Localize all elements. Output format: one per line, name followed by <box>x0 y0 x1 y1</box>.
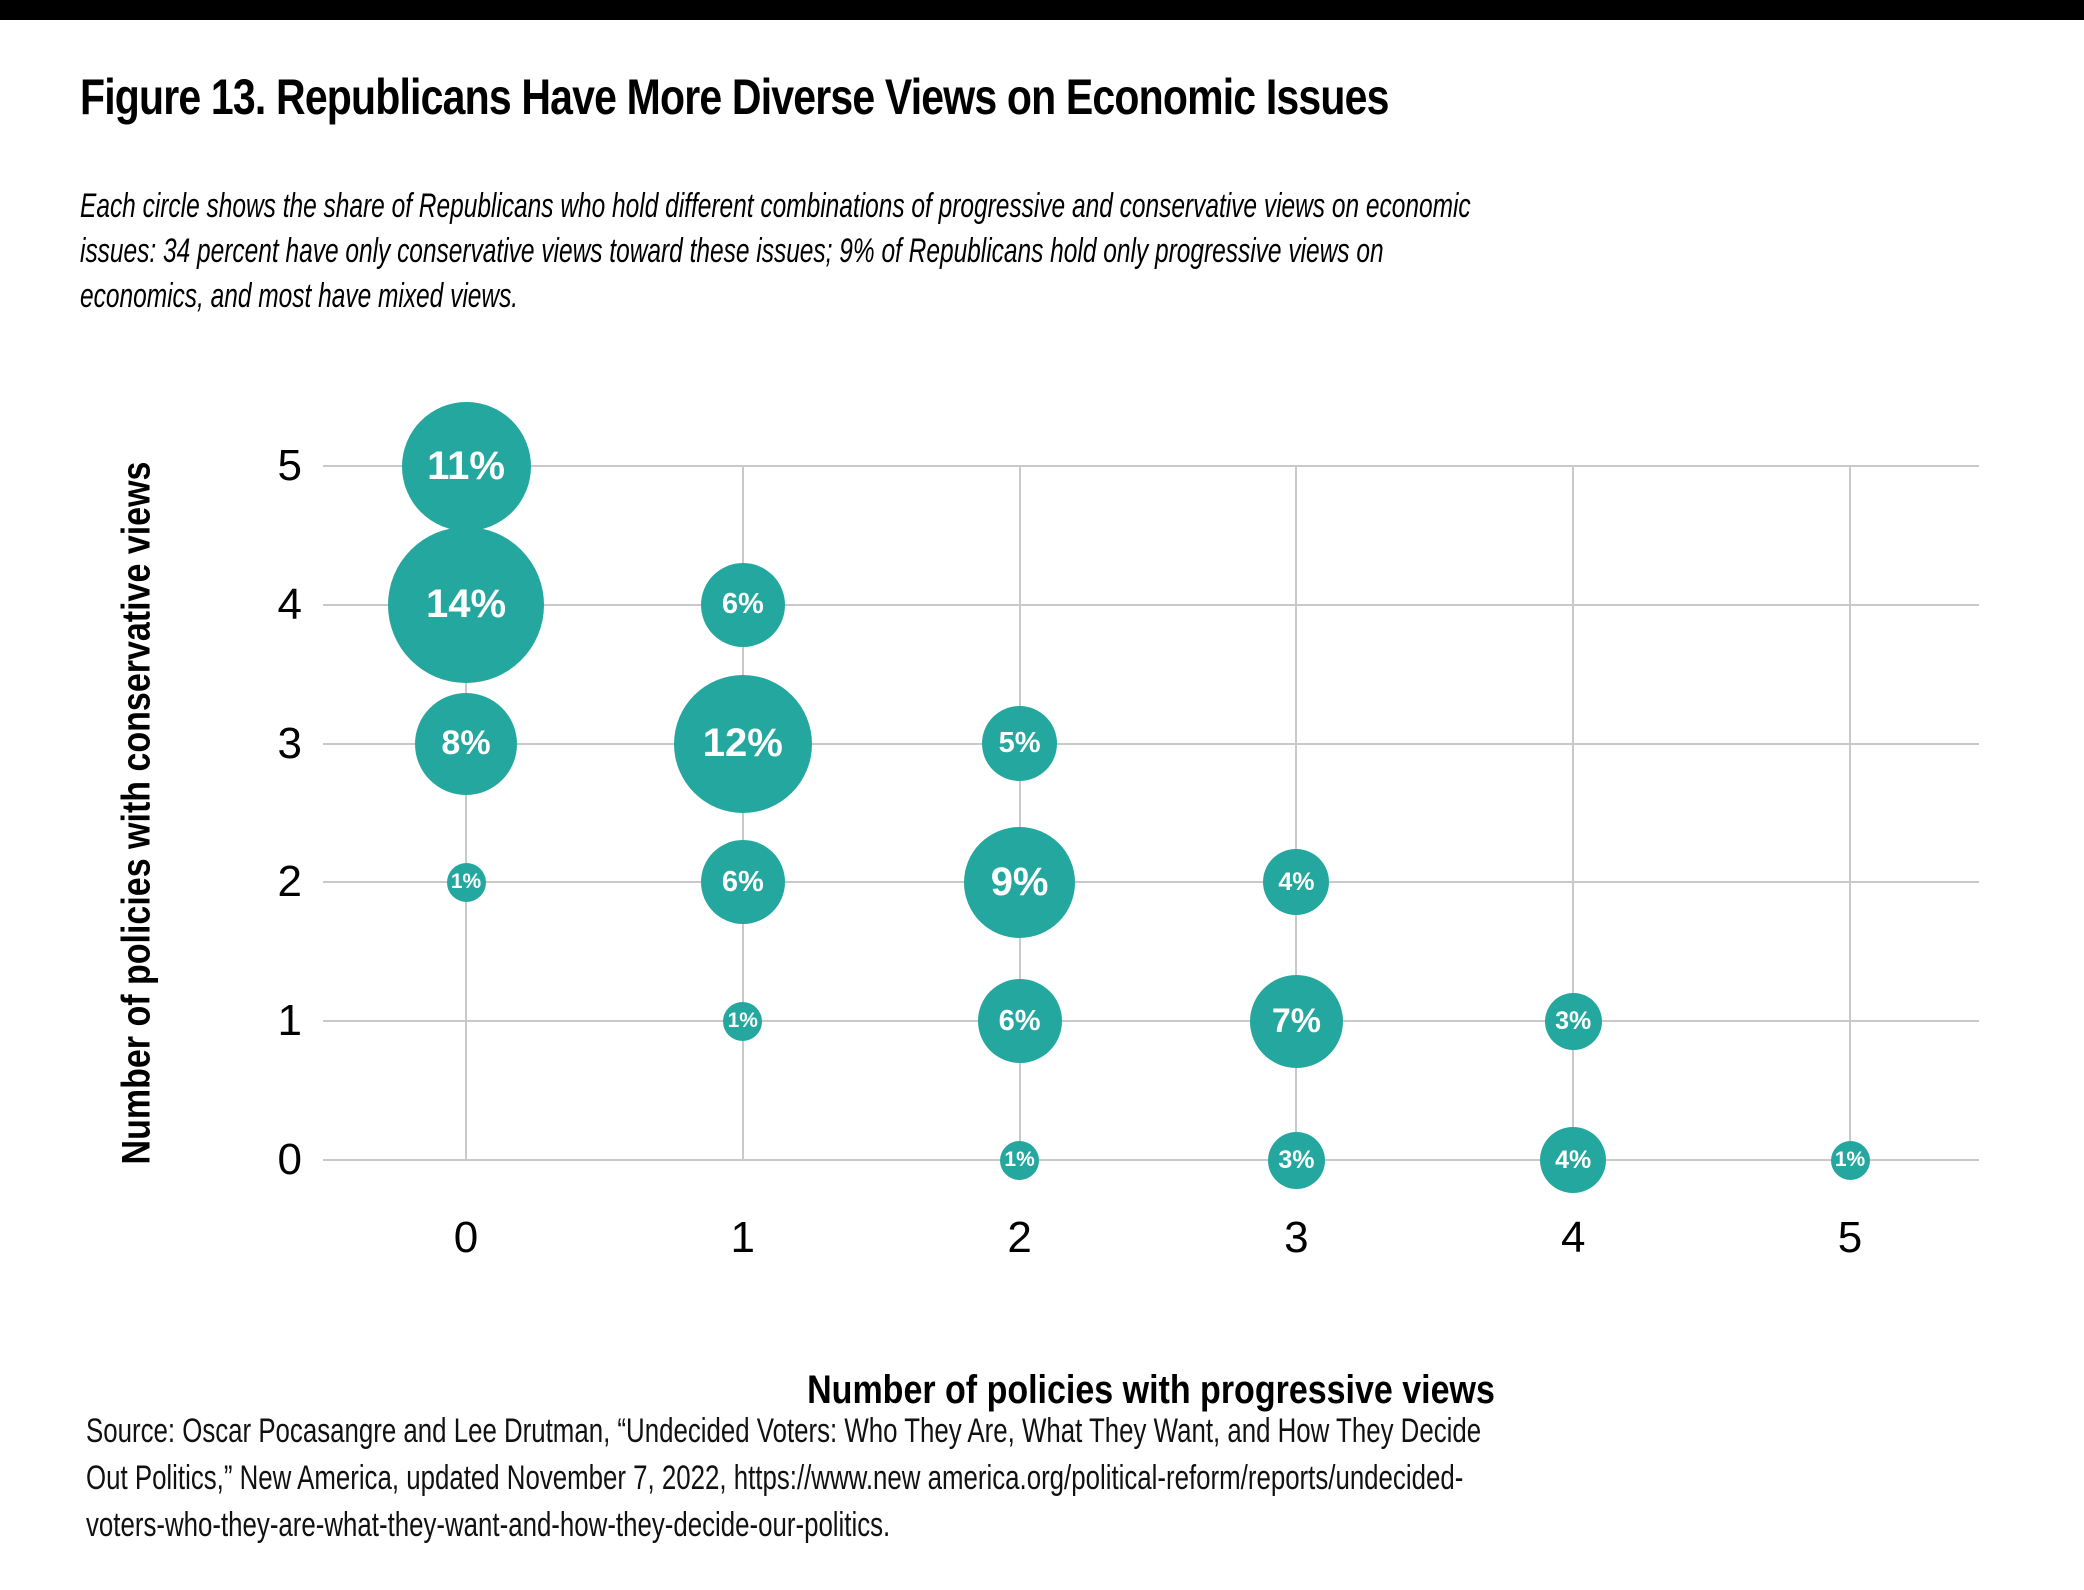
bubble-value-label: 7% <box>1271 1001 1321 1040</box>
x-tick-label: 0 <box>453 1213 479 1262</box>
bubble-value-label: 4% <box>1278 867 1315 896</box>
gridline-vertical <box>1295 466 1298 1160</box>
x-axis-title: Number of policies with progressive view… <box>807 1368 1495 1412</box>
bubble: 6% <box>700 840 785 925</box>
bubble: 11% <box>401 401 531 531</box>
bubble: 4% <box>1540 1127 1607 1193</box>
x-tick-label: 2 <box>1007 1213 1032 1262</box>
x-tick-label: 5 <box>1837 1213 1863 1262</box>
gridline-vertical <box>1018 466 1021 1160</box>
x-tick-label: 3 <box>1284 1213 1309 1262</box>
y-tick-label: 5 <box>277 441 302 490</box>
bubble-value-label: 4% <box>1555 1145 1592 1174</box>
bubble: 3% <box>1544 992 1602 1050</box>
gridline-horizontal <box>323 1020 1979 1023</box>
bubble: 14% <box>388 526 544 683</box>
gridline-vertical <box>465 466 467 1160</box>
bubble-value-label: 6% <box>998 1004 1041 1037</box>
bubble-value-label: 1% <box>727 1009 758 1033</box>
bubble-value-label: 14% <box>425 582 507 627</box>
bubble-value-label: 3% <box>1278 1145 1315 1174</box>
bubble: 5% <box>982 706 1058 782</box>
gridline-horizontal <box>323 1159 1979 1161</box>
bubble-value-label: 11% <box>427 443 505 488</box>
gridline-vertical <box>1572 466 1575 1160</box>
bubble-value-label: 5% <box>998 727 1041 760</box>
figure-title: Figure 13. Republicans Have More Diverse… <box>80 69 1389 125</box>
y-axis-title: Number of policies with conservative vie… <box>114 461 159 1165</box>
bubble: 4% <box>1263 849 1330 916</box>
x-tick-label: 1 <box>730 1213 756 1262</box>
bubble: 6% <box>700 562 785 647</box>
y-tick-label: 1 <box>277 996 302 1046</box>
y-tick-label: 2 <box>277 857 302 907</box>
bubble-value-label: 3% <box>1555 1006 1592 1035</box>
bubble-value-label: 9% <box>990 859 1049 904</box>
bubble: 7% <box>1249 974 1343 1068</box>
bubble: 1% <box>723 1001 763 1041</box>
gridline-horizontal <box>323 881 1979 884</box>
x-tick-label: 4 <box>1560 1213 1586 1262</box>
bubble-value-label: 6% <box>721 588 764 621</box>
bubble: 1% <box>1000 1140 1040 1180</box>
bubble: 1% <box>1830 1140 1870 1180</box>
bubble: 1% <box>446 862 486 902</box>
bubble: 3% <box>1267 1131 1325 1189</box>
bubble-value-label: 8% <box>441 724 491 763</box>
bubble-value-label: 1% <box>450 870 482 894</box>
bubble: 6% <box>977 979 1062 1064</box>
bubble-value-label: 1% <box>1004 1148 1035 1171</box>
bubble-value-label: 1% <box>1834 1148 1866 1171</box>
bubble: 8% <box>415 692 517 795</box>
y-tick-label: 4 <box>277 579 302 629</box>
gridline-horizontal <box>323 603 1979 606</box>
figure-subtitle: Each circle shows the share of Republica… <box>80 187 1471 315</box>
source-note: Source: Oscar Pocasangre and Lee Drutman… <box>86 1412 1482 1544</box>
bubble-value-label: 6% <box>721 865 764 898</box>
y-tick-label: 0 <box>277 1135 302 1184</box>
bubble-value-label: 12% <box>702 721 783 766</box>
top-accent-bar <box>0 0 2084 20</box>
gridline-vertical <box>1849 466 1851 1160</box>
bubble: 9% <box>964 826 1076 938</box>
y-tick-label: 3 <box>277 718 302 768</box>
bubble: 12% <box>673 674 812 813</box>
gridline-horizontal <box>323 742 1979 745</box>
gridline-horizontal <box>323 465 1979 467</box>
gridline-vertical <box>741 466 744 1160</box>
